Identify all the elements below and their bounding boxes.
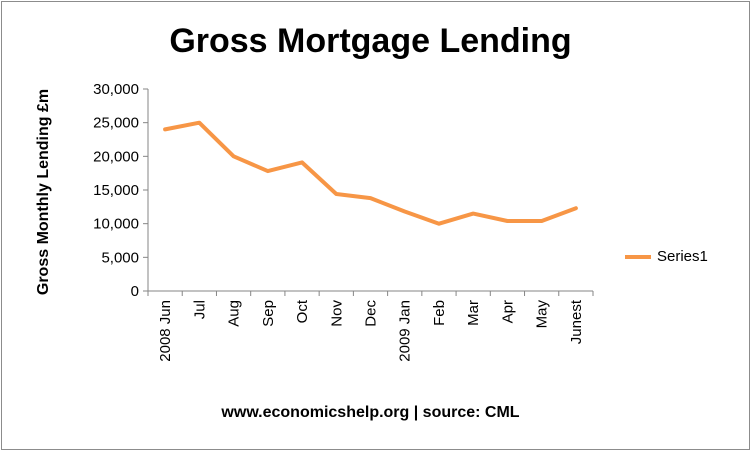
y-tick-label: 25,000 bbox=[93, 115, 139, 132]
y-tick-label: 30,000 bbox=[93, 81, 139, 98]
x-tick-label: Jul bbox=[191, 300, 208, 319]
x-tick-label: 2009 Jan bbox=[397, 300, 414, 362]
series-line-series1 bbox=[163, 120, 578, 226]
y-tick-label: 0 bbox=[131, 283, 139, 300]
x-tick-label: Apr bbox=[499, 300, 516, 323]
legend-label-series1: Series1 bbox=[657, 248, 708, 265]
x-tick-label: Nov bbox=[328, 300, 345, 327]
y-tick-label: 10,000 bbox=[93, 216, 139, 233]
chart-title: Gross Mortgage Lending bbox=[169, 22, 572, 60]
x-tick-label: Sep bbox=[260, 300, 277, 327]
x-tick-label: Oct bbox=[294, 299, 311, 323]
x-tick-label: May bbox=[534, 300, 551, 329]
x-tick-label: Dec bbox=[363, 300, 380, 327]
x-tick-label: 2008 Jun bbox=[157, 300, 174, 362]
y-tick-label: 15,000 bbox=[93, 182, 139, 199]
y-tick-label: 5,000 bbox=[101, 249, 139, 266]
y-tick-label: 20,000 bbox=[93, 148, 139, 165]
legend-swatch-series1 bbox=[625, 254, 651, 259]
x-axis-label: www.economicshelp.org | source: CML bbox=[221, 404, 520, 421]
x-tick-label: Aug bbox=[226, 300, 243, 327]
x-tick-label: Feb bbox=[431, 300, 448, 326]
x-tick-label: Junest bbox=[568, 299, 585, 344]
legend: Series1 bbox=[625, 248, 708, 265]
x-tick-label: Mar bbox=[465, 300, 482, 326]
